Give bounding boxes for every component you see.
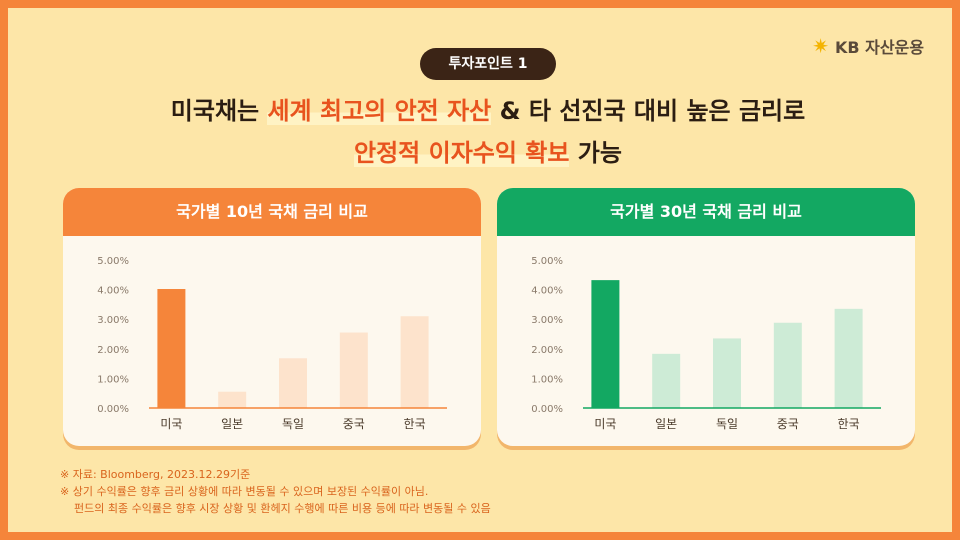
bar-일본 [218, 391, 247, 408]
bar-독일 [279, 358, 307, 408]
headline-text: & 타 선진국 대비 높은 금리로 [491, 97, 806, 125]
headline-line-2: 안정적 이자수익 확보 가능 [8, 132, 960, 174]
x-tick-label: 독일 [282, 417, 304, 431]
bar-중국 [773, 322, 802, 408]
y-tick-label: 5.00% [531, 256, 563, 267]
bar-chart-10y: 0.00% 1.00% 2.00% 3.00% 4.00% 5.00% 미국 일본 독일 중국 한국 [97, 256, 447, 431]
x-tick-label: 중국 [343, 417, 365, 431]
y-tick-label: 2.00% [531, 345, 563, 356]
headline-highlight: 안정적 이자수익 확보 [354, 139, 570, 167]
bar-한국 [400, 316, 429, 408]
footnote-source: ※ 자료: Bloomberg, 2023.12.29기준 [60, 468, 251, 481]
y-tick-label: 5.00% [97, 256, 129, 267]
y-tick-label: 3.00% [531, 315, 563, 326]
point-badge: 투자포인트 1 [420, 48, 556, 80]
x-tick-label: 미국 [160, 417, 182, 431]
x-tick-label: 미국 [594, 417, 616, 431]
y-tick-label: 2.00% [97, 345, 129, 356]
headline: 미국채는 세계 최고의 안전 자산 & 타 선진국 대비 높은 금리로 안정적 … [8, 90, 960, 174]
footnotes: ※ 자료: Bloomberg, 2023.12.29기준 ※ 상기 수익률은 … [60, 466, 491, 517]
x-tick-label: 한국 [838, 417, 860, 431]
x-tick-label: 한국 [404, 417, 426, 431]
headline-line-1: 미국채는 세계 최고의 안전 자산 & 타 선진국 대비 높은 금리로 [8, 90, 960, 132]
bar-중국 [339, 332, 368, 408]
bar-독일 [713, 338, 741, 408]
bar-chart-30y: 0.00% 1.00% 2.00% 3.00% 4.00% 5.00% 미국 일본 독일 중국 한국 [531, 256, 881, 431]
x-tick-label: 일본 [655, 417, 677, 431]
chart-title: 국가별 30년 국채 금리 비교 [497, 188, 915, 236]
bar-일본 [652, 353, 681, 408]
y-tick-label: 4.00% [97, 286, 129, 297]
chart-card-30y: 국가별 30년 국채 금리 비교 0.00% 1.00% 2.00% 3.00% 4.0… [497, 188, 915, 446]
bar-미국 [157, 289, 186, 408]
brand-logo: ✷ KB 자산운용 [812, 34, 924, 58]
x-tick-label: 중국 [777, 417, 799, 431]
kb-star-icon: ✷ [812, 34, 829, 58]
y-tick-label: 1.00% [97, 374, 129, 385]
y-tick-label: 0.00% [531, 404, 563, 415]
x-tick-label: 독일 [716, 417, 738, 431]
y-tick-label: 0.00% [97, 404, 129, 415]
footnote-disclaimer: ※ 상기 수익률은 향후 금리 상황에 따라 변동될 수 있으며 보장된 수익률… [60, 485, 429, 498]
y-tick-label: 4.00% [531, 286, 563, 297]
chart-card-10y: 국가별 10년 국채 금리 비교 0.00% 1.00% 2.00% 3.00% 4.0… [63, 188, 481, 446]
brand-logo-text: KB 자산운용 [834, 38, 924, 57]
footnote-disclaimer-2: 펀드의 최종 수익률은 향후 시장 상황 및 환헤지 수행에 따른 비용 등에 … [74, 502, 491, 515]
x-tick-label: 일본 [221, 417, 243, 431]
y-tick-label: 1.00% [531, 374, 563, 385]
chart-title: 국가별 10년 국채 금리 비교 [63, 188, 481, 236]
headline-text: 가능 [569, 139, 622, 167]
headline-highlight: 세계 최고의 안전 자산 [267, 97, 492, 125]
y-tick-label: 3.00% [97, 315, 129, 326]
bar-한국 [834, 308, 863, 408]
bar-미국 [591, 280, 620, 408]
headline-text: 미국채는 [170, 97, 268, 125]
